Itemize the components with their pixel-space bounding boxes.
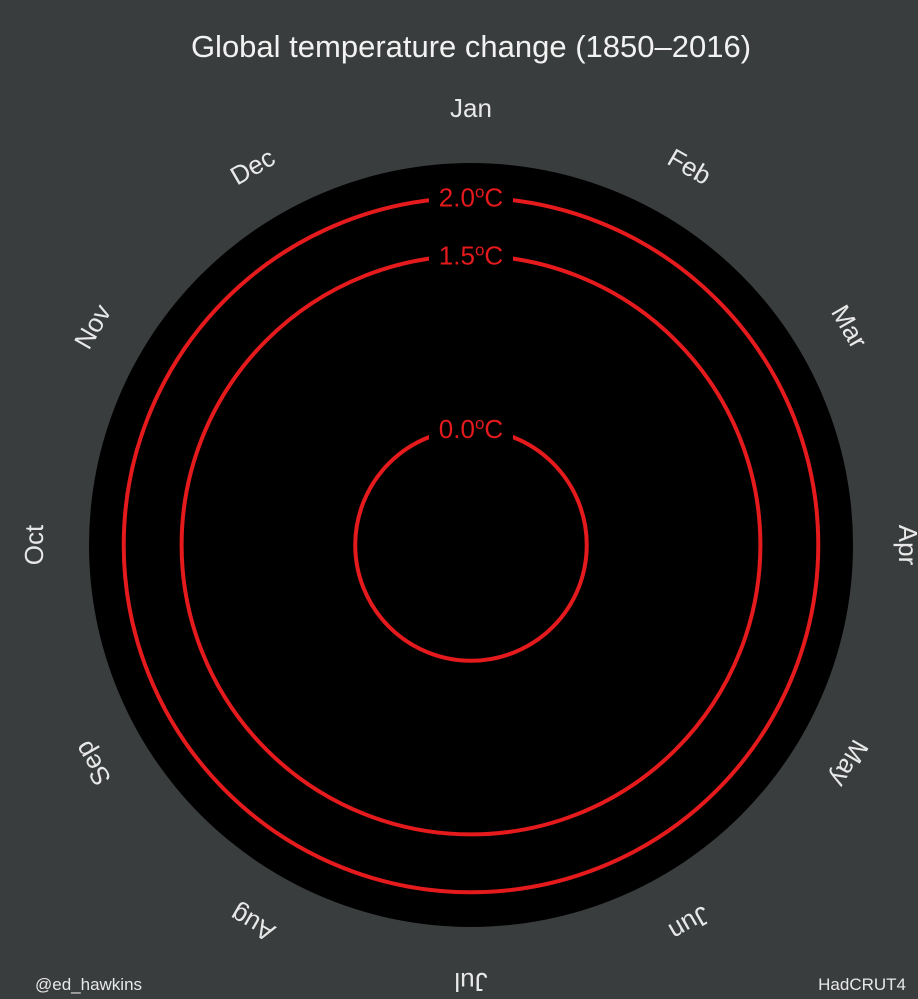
ring-label: 1.5oC bbox=[439, 241, 503, 271]
data-source: HadCRUT4 bbox=[818, 975, 906, 994]
ring-label: 0.0oC bbox=[439, 414, 503, 444]
month-label-oct: Oct bbox=[19, 524, 49, 565]
month-label-jan: Jan bbox=[450, 93, 492, 123]
reference-rings: 0.0oC 1.5oC 2.0oC bbox=[121, 183, 821, 895]
month-label-jul: Jul bbox=[454, 967, 487, 997]
ring-label-backdrop bbox=[429, 241, 513, 270]
ring-label-backdrop bbox=[429, 183, 513, 212]
ring-label: 2.0oC bbox=[439, 183, 503, 213]
ring-label-backdrop bbox=[429, 415, 513, 444]
author-credit: @ed_hawkins bbox=[35, 975, 142, 994]
month-label-apr: Apr bbox=[893, 525, 918, 566]
chart-title: Global temperature change (1850–2016) bbox=[191, 29, 751, 64]
plot-disc bbox=[89, 163, 853, 927]
